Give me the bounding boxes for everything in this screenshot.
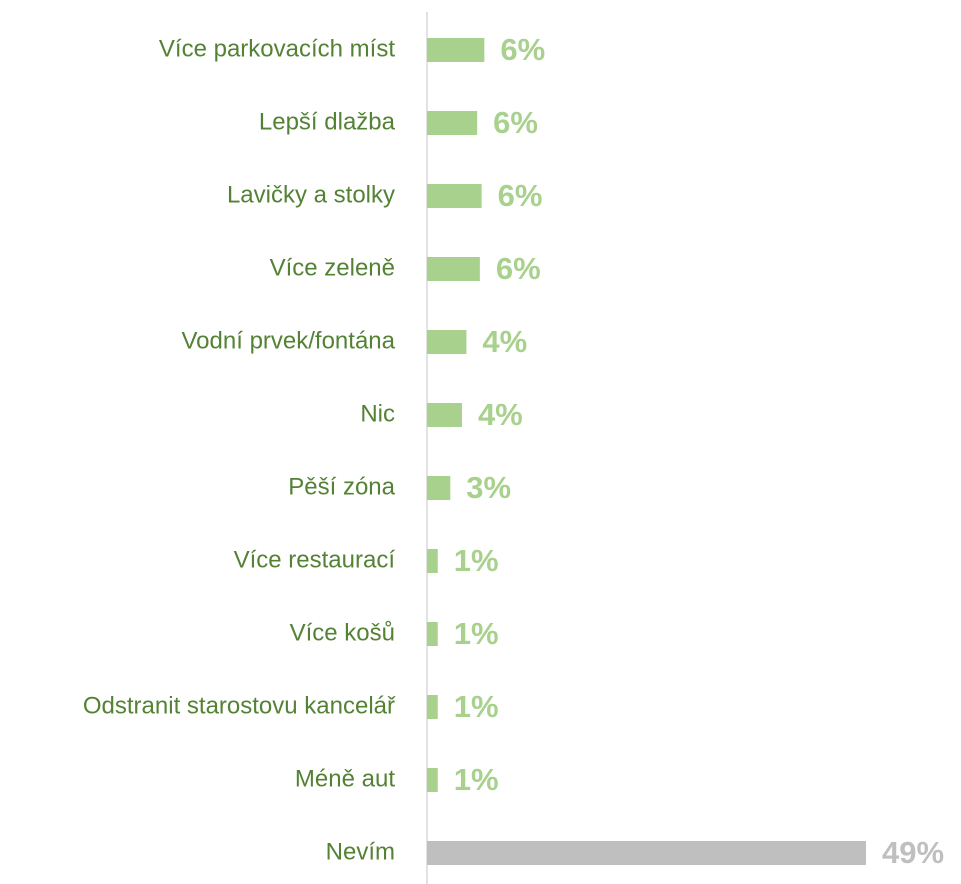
category-label: Více zeleně <box>270 254 395 281</box>
bar <box>427 695 438 719</box>
value-label: 6% <box>496 251 541 286</box>
bar <box>427 549 438 573</box>
category-label: Odstranit starostovu kancelář <box>83 692 396 719</box>
bar <box>427 330 467 354</box>
value-label: 4% <box>482 324 527 359</box>
value-label: 6% <box>498 178 543 213</box>
category-label: Lepší dlažba <box>259 108 396 135</box>
bar <box>427 403 462 427</box>
bar <box>427 622 438 646</box>
value-label: 1% <box>454 762 499 797</box>
value-label: 6% <box>493 105 538 140</box>
category-label: Více parkovacích míst <box>159 35 395 62</box>
category-label: Nevím <box>326 838 395 865</box>
bar <box>427 841 866 865</box>
bar <box>427 257 480 281</box>
category-label: Pěší zóna <box>288 473 395 500</box>
category-label: Lavičky a stolky <box>227 181 395 208</box>
value-label: 1% <box>454 689 499 724</box>
category-label: Méně aut <box>295 765 395 792</box>
bar <box>427 476 451 500</box>
value-label: 1% <box>454 543 499 578</box>
value-label: 4% <box>478 397 523 432</box>
bar <box>427 768 438 792</box>
bar <box>427 111 478 135</box>
value-label: 3% <box>466 470 511 505</box>
category-label: Více košů <box>290 619 395 646</box>
category-label: Nic <box>360 400 395 427</box>
bar <box>427 38 485 62</box>
category-label: Více restaurací <box>234 546 396 573</box>
value-label: 6% <box>500 32 545 67</box>
bar <box>427 184 482 208</box>
category-label: Vodní prvek/fontána <box>182 327 396 354</box>
value-label: 1% <box>454 616 499 651</box>
value-label: 49% <box>882 835 944 870</box>
